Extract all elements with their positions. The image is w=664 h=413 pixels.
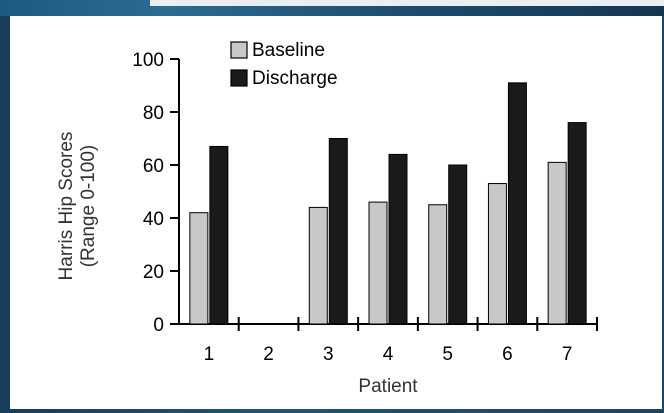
chart-axes bbox=[178, 59, 597, 325]
bar-baseline-6 bbox=[487, 183, 507, 325]
bar-baseline-7 bbox=[547, 161, 567, 325]
bar-baseline-4 bbox=[368, 201, 388, 325]
y-tick-label-2: 40 bbox=[143, 209, 164, 230]
bar-baseline-1 bbox=[189, 212, 209, 325]
legend-label-baseline: Baseline bbox=[252, 40, 325, 61]
y-axis-label-line1: Harris Hip Scores bbox=[56, 132, 77, 281]
bar-baseline-3 bbox=[308, 206, 328, 325]
legend-label-discharge: Discharge bbox=[252, 68, 338, 89]
bar-discharge-7 bbox=[567, 122, 587, 325]
y-axis-label-line2: (Range 0-100) bbox=[78, 145, 99, 268]
bars bbox=[189, 82, 587, 325]
y-tick-label-5: 100 bbox=[132, 50, 164, 71]
bar-discharge-3 bbox=[328, 138, 348, 325]
x-tick-label-5: 5 bbox=[442, 344, 453, 365]
x-axis-label: Patient bbox=[358, 376, 418, 397]
x-tick-label-7: 7 bbox=[562, 344, 573, 365]
y-tick-label-3: 60 bbox=[143, 156, 164, 177]
bar-discharge-4 bbox=[388, 153, 408, 325]
y-ticks: 0 20 40 60 80 100 bbox=[132, 50, 179, 336]
bar-discharge-1 bbox=[209, 145, 229, 325]
title-bar-notch bbox=[150, 0, 664, 6]
y-tick-label-1: 20 bbox=[143, 262, 164, 283]
bar-discharge-5 bbox=[448, 164, 468, 325]
legend-swatch-discharge bbox=[230, 69, 248, 87]
y-axis-label: Harris Hip Scores (Range 0-100) bbox=[56, 132, 99, 281]
y-tick-label-0: 0 bbox=[153, 315, 164, 336]
title-bar-decoration bbox=[0, 0, 664, 16]
x-tick-label-3: 3 bbox=[323, 344, 334, 365]
x-ticks: 1 2 3 4 5 6 7 bbox=[204, 317, 598, 365]
bar-discharge-6 bbox=[507, 82, 527, 325]
y-tick-label-4: 80 bbox=[143, 103, 164, 124]
legend-swatch-baseline bbox=[230, 41, 248, 59]
legend: Baseline Discharge bbox=[230, 40, 338, 89]
x-tick-label-2: 2 bbox=[263, 344, 274, 365]
x-tick-label-4: 4 bbox=[383, 344, 394, 365]
x-tick-label-6: 6 bbox=[502, 344, 513, 365]
x-tick-label-1: 1 bbox=[204, 344, 215, 365]
bar-baseline-5 bbox=[428, 204, 448, 325]
